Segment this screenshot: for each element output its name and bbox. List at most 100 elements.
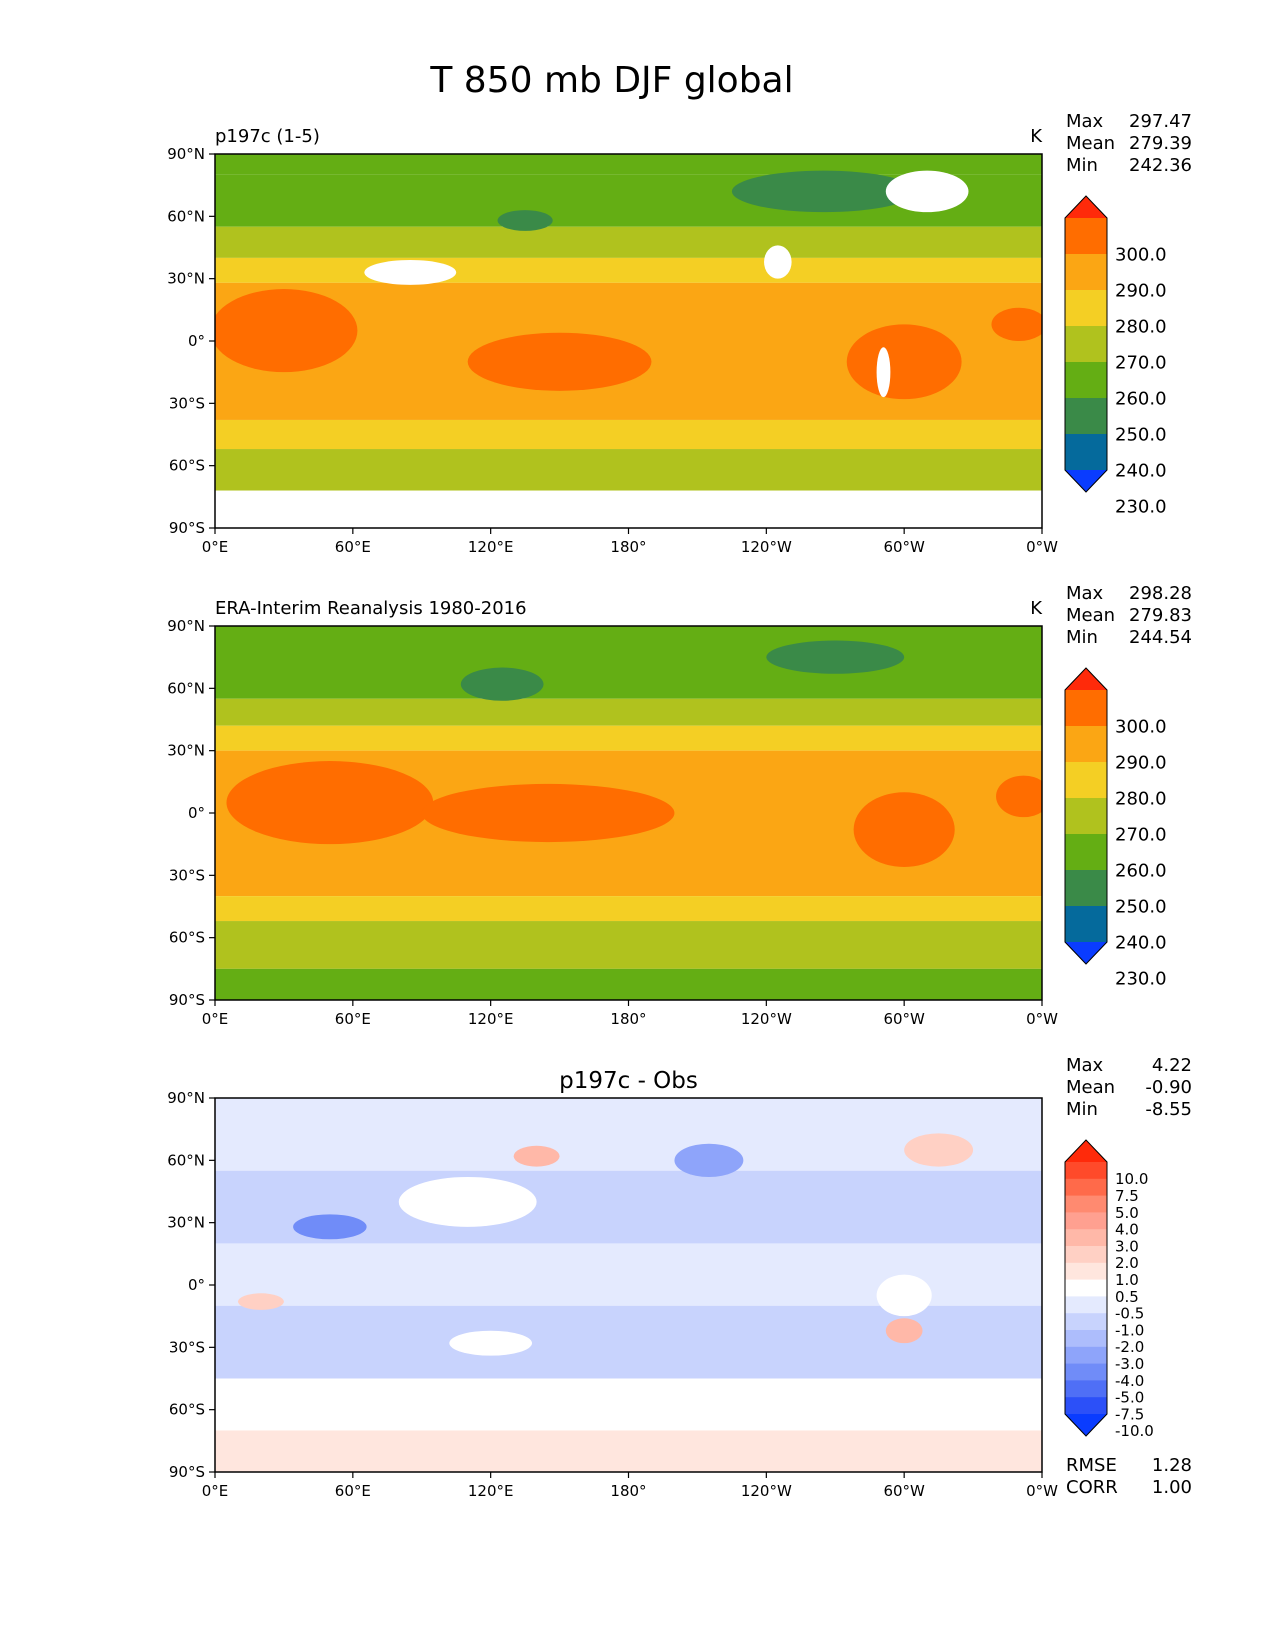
colorbar-label-4: 260.0 — [1115, 388, 1167, 409]
temperature-band-3 — [215, 257, 1042, 283]
y-tick-label-2: 30°N — [167, 270, 205, 288]
x-tick-label-1: 60°E — [335, 538, 371, 556]
colorbar-label-2: 280.0 — [1115, 788, 1167, 809]
panel-title-left: p197c (1-5) — [215, 126, 320, 147]
field-patch-9 — [876, 347, 891, 398]
x-tick-label-2: 120°E — [468, 1482, 514, 1500]
stat-label-mean: Mean — [1066, 1077, 1115, 1098]
field-patch-4 — [885, 1318, 923, 1344]
colorbar-extend-bottom — [1065, 942, 1107, 964]
y-tick-label-5: 60°S — [169, 457, 205, 475]
colorbar-label-4: 3.0 — [1115, 1237, 1139, 1255]
colorbar-segment-7 — [1065, 1262, 1107, 1281]
field-patch-3 — [513, 1145, 560, 1167]
field-patch-7 — [364, 259, 457, 285]
stat-label-min: Min — [1066, 627, 1098, 648]
colorbar-label-5: 250.0 — [1115, 424, 1167, 445]
map-field — [215, 1098, 1042, 1472]
colorbar-label-6: 240.0 — [1115, 460, 1167, 481]
y-tick-label-6: 90°S — [169, 1463, 205, 1481]
panel-diff: 0°E 60°E 120°E 180° 120°W 60°W 0°W 90°N 60°N 30°N… — [167, 1055, 1192, 1500]
colorbar-segment-6 — [1065, 1246, 1107, 1264]
stat-label-mean: Mean — [1066, 133, 1115, 154]
x-tick-label-0: 0°E — [202, 1482, 229, 1500]
colorbar-label-13: -5.0 — [1115, 1389, 1144, 1407]
stat-value-mean: -0.90 — [1145, 1077, 1192, 1098]
x-tick-label-1: 60°E — [335, 1010, 371, 1028]
colorbar-label-14: -7.5 — [1115, 1405, 1144, 1423]
panel-units: K — [1030, 126, 1043, 147]
x-tick-label-3: 180° — [610, 1482, 646, 1500]
temperature-band-4 — [215, 896, 1042, 922]
stat-label-corr: CORR — [1066, 1477, 1118, 1498]
stat-value-min: 242.36 — [1129, 155, 1192, 176]
stat-value-rmse: 1.28 — [1152, 1455, 1192, 1476]
y-tick-label-2: 30°N — [167, 742, 205, 760]
temperature-band-2 — [215, 226, 1042, 258]
colorbar-segment-9 — [1065, 1296, 1107, 1314]
colorbar-label-9: -1.0 — [1115, 1321, 1144, 1339]
colorbar-segment-2 — [1065, 254, 1107, 291]
map-field — [215, 154, 1042, 528]
stat-value-min: 244.54 — [1129, 627, 1192, 648]
stat-label-max: Max — [1066, 111, 1104, 132]
field-patch-6 — [885, 170, 969, 213]
field-patch-6 — [904, 1133, 974, 1167]
y-tick-label-0: 90°N — [167, 617, 205, 635]
x-tick-label-2: 120°E — [468, 1010, 514, 1028]
map-field — [215, 626, 1042, 1000]
y-tick-label-4: 30°S — [169, 866, 205, 884]
colorbar-label-1: 290.0 — [1115, 752, 1167, 773]
field-patch-5 — [996, 775, 1042, 818]
x-tick-label-5: 60°W — [883, 1482, 925, 1500]
colorbar-label-7: 0.5 — [1115, 1288, 1139, 1306]
temperature-band-0 — [215, 154, 1042, 175]
figure-title: T 850 mb DJF global — [429, 60, 793, 101]
colorbar-segment-4 — [1065, 798, 1107, 835]
colorbar-label-1: 290.0 — [1115, 280, 1167, 301]
x-tick-label-6: 0°W — [1026, 1482, 1058, 1500]
colorbar-label-3: 4.0 — [1115, 1221, 1139, 1239]
colorbar-label-3: 270.0 — [1115, 824, 1167, 845]
colorbar-segment-6 — [1065, 398, 1107, 435]
temperature-band-2 — [215, 725, 1042, 751]
temperature-band-5 — [215, 921, 1042, 969]
colorbar-label-11: -3.0 — [1115, 1355, 1144, 1373]
stat-label-max: Max — [1066, 1055, 1104, 1076]
colorbar-segment-1 — [1065, 690, 1107, 727]
colorbar-outline — [1064, 667, 1108, 965]
x-tick-label-0: 0°E — [202, 538, 229, 556]
panel-title-left: ERA-Interim Reanalysis 1980-2016 — [215, 598, 527, 619]
colorbar-segment-3 — [1065, 1195, 1107, 1213]
field-patch-5 — [991, 307, 1042, 341]
colorbar-segment-11 — [1065, 1330, 1107, 1348]
field-patch-0 — [497, 210, 553, 231]
field-patch-7 — [449, 1330, 533, 1356]
field-patch-0 — [460, 667, 544, 701]
x-tick-label-6: 0°W — [1026, 538, 1058, 556]
panel-obs: 0°E 60°E 120°E 180° 120°W 60°W 0°W 90°N 60°N 30°N… — [167, 583, 1192, 1028]
colorbar-label-5: 250.0 — [1115, 896, 1167, 917]
y-tick-label-6: 90°S — [169, 519, 205, 537]
colorbar-segment-1 — [1065, 218, 1107, 255]
colorbar-segment-12 — [1065, 1346, 1107, 1365]
field-patch-1 — [674, 1143, 744, 1177]
temperature-band-7 — [215, 490, 1042, 528]
x-tick-label-3: 180° — [610, 1010, 646, 1028]
temperature-band-3 — [215, 1305, 1042, 1379]
colorbar-outline — [1064, 1139, 1108, 1437]
colorbar-segment-4 — [1065, 1212, 1107, 1230]
x-tick-label-2: 120°E — [468, 538, 514, 556]
colorbar-label-0: 300.0 — [1115, 244, 1167, 265]
colorbar-segment-7 — [1065, 906, 1107, 943]
stat-value-mean: 279.39 — [1129, 133, 1192, 154]
colorbar-outline — [1064, 195, 1108, 493]
y-tick-label-3: 0° — [188, 332, 205, 350]
panels: 0°E 60°E 120°E 180° 120°W 60°W 0°W 90°N 60°N 30°N… — [167, 111, 1192, 1500]
field-patch-4 — [846, 324, 962, 400]
field-patch-3 — [421, 783, 675, 843]
stat-label-mean: Mean — [1066, 605, 1115, 626]
stat-value-mean: 279.83 — [1129, 605, 1192, 626]
stat-value-max: 298.28 — [1129, 583, 1192, 604]
colorbar-segment-6 — [1065, 870, 1107, 907]
